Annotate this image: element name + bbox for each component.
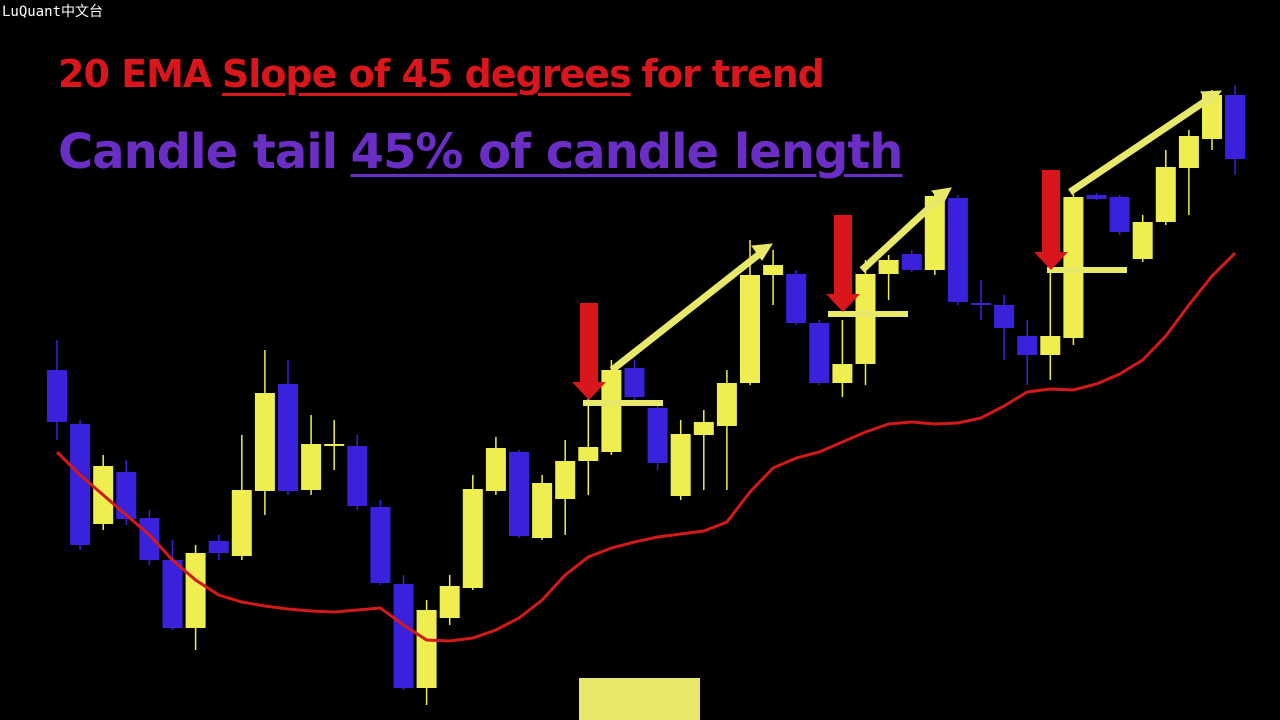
candle-body [139, 518, 160, 560]
candle-body [740, 275, 760, 383]
candle-body [278, 384, 298, 491]
candle-body [162, 560, 183, 628]
candle-body [971, 303, 991, 305]
down-arrow [572, 303, 606, 400]
candle-body [947, 198, 968, 302]
candle-body [601, 370, 622, 452]
arrow-head [751, 243, 773, 261]
candle-body [763, 265, 784, 275]
candle-body [1178, 136, 1199, 168]
candle-body [901, 254, 922, 270]
candle-body [1017, 336, 1038, 355]
candle-body [347, 446, 368, 506]
down-arrow [1034, 170, 1068, 270]
slope-arrow [1068, 95, 1212, 195]
candle-body [185, 553, 206, 628]
text: Slope of 45 degrees [221, 52, 632, 96]
slope-arrows [609, 90, 1223, 373]
candle-body [47, 370, 67, 422]
ema-line [55, 251, 1237, 643]
arrow-head [1200, 90, 1223, 107]
text: 20 EMA [58, 52, 212, 96]
highlight-box [579, 678, 700, 720]
text: for trend [641, 52, 825, 96]
candle-body [1202, 95, 1222, 139]
arrow-head [931, 187, 952, 205]
candle-body [670, 434, 691, 496]
text: Candle tail [58, 124, 338, 180]
slope-arrow [859, 193, 945, 273]
down-arrow [826, 215, 860, 312]
candle-body [624, 368, 645, 397]
candle-body [1109, 197, 1130, 232]
candle-body [208, 541, 229, 553]
candle-body [1086, 195, 1107, 199]
candle-body [532, 483, 553, 538]
candle-body [485, 448, 506, 491]
candle-body [1155, 167, 1176, 222]
candle-body [693, 422, 714, 435]
candle-body [1040, 336, 1061, 355]
slope-arrow [609, 249, 765, 373]
candles [47, 85, 1246, 705]
candle-body [509, 452, 529, 536]
candle-body [647, 408, 668, 463]
candle-body [416, 610, 437, 688]
candle-body [301, 444, 322, 490]
headline: 20 EMA Slope of 45 degrees for trend [58, 52, 825, 96]
candle-body [555, 461, 576, 499]
candle-body [878, 260, 899, 274]
candle-body [578, 447, 599, 461]
text: 45% of candle length [350, 124, 904, 180]
candle-body [116, 472, 137, 519]
candle-body [393, 584, 414, 688]
candle-body [231, 490, 252, 556]
candle-body [832, 364, 853, 383]
annotations [572, 90, 1223, 406]
down-arrows [572, 170, 1068, 400]
candle-body [70, 424, 91, 545]
candle-body [994, 305, 1015, 328]
candle-body [1132, 222, 1153, 259]
candle-body [924, 196, 945, 270]
candle-body [370, 507, 391, 583]
candle-body [1225, 95, 1246, 159]
candle-body [324, 444, 345, 446]
candle-body [809, 323, 830, 383]
candle-body [254, 393, 275, 491]
candle-body [855, 274, 876, 364]
candle-body [716, 383, 737, 426]
watermark: LuQuant中文台 [2, 4, 104, 20]
candle-body [462, 489, 483, 588]
candle-body [439, 586, 460, 618]
subheadline: Candle tail 45% of candle length [58, 124, 916, 180]
candle-body [786, 274, 807, 323]
